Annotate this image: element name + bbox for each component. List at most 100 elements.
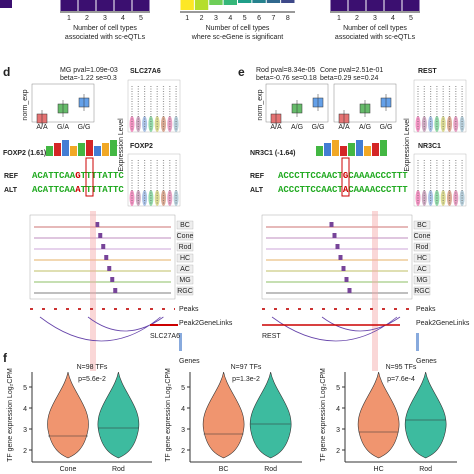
highlight (90, 211, 96, 371)
browser-frame (29, 214, 176, 300)
row-label: Peak2GeneLinks (416, 320, 470, 327)
tick-label: G/A (57, 124, 69, 131)
gene-title: SLC27A6 (130, 68, 161, 75)
tick-label: 2 (85, 15, 89, 22)
seq-part: A (343, 185, 349, 195)
tick-label: 5 (139, 15, 143, 22)
motif-logo (110, 140, 117, 156)
row-label: Genes (416, 358, 437, 365)
gene-title: REST (418, 68, 437, 75)
tick-label: 4 (23, 406, 27, 413)
track-tag (413, 231, 431, 241)
tick-label: 6 (257, 15, 261, 22)
tick-label: Cone (60, 466, 77, 473)
sequence: ACCCTTCCAACTACAAAACCCTTT (278, 185, 408, 195)
axis-label: where sc-eGene is significant (191, 34, 283, 41)
violin (202, 371, 245, 459)
tick-label: 3 (214, 15, 218, 22)
row-label: Genes (179, 358, 200, 365)
motif-logo (62, 140, 69, 156)
axis-label: TF gene expression Log₂CPM (165, 368, 172, 462)
tick-label: 2 (355, 15, 359, 22)
seq-part: G (343, 171, 348, 181)
gene-title: FOXP2 (130, 143, 153, 150)
peak (110, 277, 115, 282)
axis-label: norm_exp (257, 89, 264, 120)
bar (266, 0, 281, 3)
tick-label: Rod (264, 466, 277, 473)
panel-letter: e (238, 65, 245, 79)
peak (101, 244, 106, 249)
track-tag (176, 264, 194, 274)
seq-part: ACCCTTCCAACT (278, 185, 343, 195)
peak (107, 266, 112, 271)
tick-label: Rod (112, 466, 125, 473)
bar (281, 0, 295, 3)
panel-letter: f (3, 351, 8, 365)
tick-label: 1 (185, 15, 189, 22)
bar (223, 0, 237, 5)
stat: beta=-1.22 se=0.3 (60, 75, 117, 82)
track-tag (413, 220, 431, 230)
stat: N=98 TFs (77, 364, 108, 371)
tick-label: 7 (271, 15, 275, 22)
tick-label: A/G (359, 124, 371, 131)
tick-label: 2 (181, 448, 185, 455)
motif-logo (364, 146, 371, 156)
seq-part: ACATTCAA (32, 185, 76, 195)
allele-box (85, 157, 94, 197)
tick-label: A/A (270, 124, 282, 131)
stat: p=1.3e-2 (232, 376, 260, 383)
tick-label: A/G (291, 124, 303, 131)
loops (39, 316, 164, 342)
bar (402, 0, 420, 11)
motif-logo (78, 143, 85, 156)
motif-logo (46, 146, 53, 156)
track-tag (413, 286, 431, 296)
bar (96, 0, 114, 11)
tick-label: 3 (373, 15, 377, 22)
row-label: Peak2GeneLinks (179, 320, 233, 327)
track-label: BC (417, 222, 427, 229)
sequence: ACATTCAAATTTTATTC (32, 185, 124, 195)
bar (78, 0, 96, 11)
axis-label: Number of cell types (206, 25, 270, 32)
gene-name: REST (262, 333, 281, 340)
motif-label: NR3C1 (-1.64) (250, 150, 296, 157)
stat: Cone pval=2.51e-01 (320, 67, 383, 74)
track-label: MG (416, 277, 427, 284)
track-tag (176, 231, 194, 241)
violin (47, 371, 89, 459)
stat: Rod pval=8.34e-05 (256, 67, 315, 74)
tick-label: 5 (336, 385, 340, 392)
motif-logo (372, 143, 379, 156)
motif-logo (316, 146, 323, 156)
track-tag (176, 253, 194, 263)
axis-label: associated with sc-eQTLs (335, 34, 416, 41)
stat: N=97 TFs (231, 364, 262, 371)
peak (344, 277, 349, 282)
tick-label: 5 (181, 385, 185, 392)
track-tag (413, 264, 431, 274)
seq-part: TTTTATTC (81, 185, 125, 195)
bar (366, 0, 384, 11)
axis-label: TF gene expression Log₂CPM (7, 368, 14, 462)
track-tag (176, 275, 194, 285)
axis-label: Number of cell types (343, 25, 407, 32)
motif-logo (332, 140, 339, 156)
track-label: Rod (416, 244, 429, 251)
axis-label: Expression Level (404, 118, 411, 172)
track-label: BC (180, 222, 190, 229)
track-label: Cone (177, 233, 194, 240)
tick-label: 2 (200, 15, 204, 22)
track-label: Cone (414, 233, 431, 240)
gene-title: NR3C1 (418, 143, 441, 150)
tick-label: G/G (380, 124, 393, 131)
bar (209, 0, 223, 5)
bar (60, 0, 78, 11)
bar (348, 0, 366, 11)
tick-label: 5 (243, 15, 247, 22)
track-label: RGC (414, 288, 430, 295)
motif-logo (94, 146, 101, 156)
tick-label: 5 (409, 15, 413, 22)
